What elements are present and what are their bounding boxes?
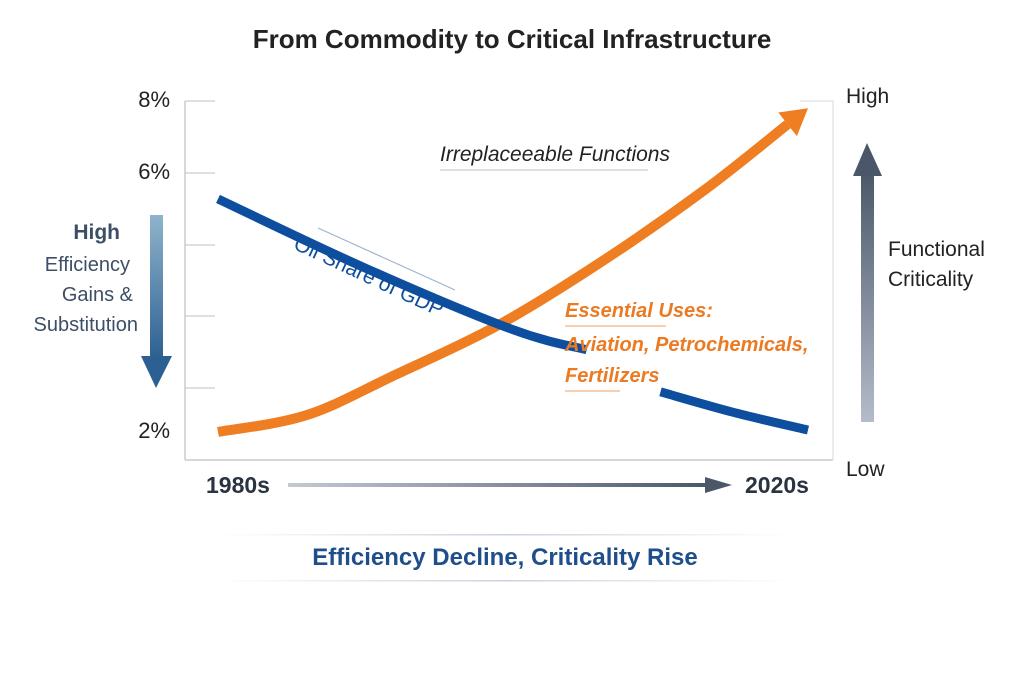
y-tick-label: 8% xyxy=(138,87,170,112)
oil-label-underline xyxy=(317,227,456,291)
right-axis-label-1: Functional xyxy=(888,238,985,261)
chart-subtitle: Efficiency Decline, Criticality Rise xyxy=(312,544,698,571)
down-arrow-icon xyxy=(141,215,172,388)
timeline-arrow-icon xyxy=(288,477,732,493)
left-axis-high: High xyxy=(73,221,120,244)
left-axis-label-2: Gains & xyxy=(61,284,133,306)
y-tick-label: 2% xyxy=(138,418,170,443)
left-axis-label-1: Efficiency xyxy=(44,254,130,276)
right-axis-label-2: Criticality xyxy=(888,268,974,291)
subtitle-rule-top xyxy=(215,534,795,536)
irreplaceable-label: Irreplaceeable Functions xyxy=(440,143,670,166)
essential-uses-title: Essential Uses: xyxy=(565,300,713,322)
up-arrow-icon xyxy=(853,143,882,422)
x-tick-label: 2020s xyxy=(745,472,809,498)
left-axis-label-3: Substitution xyxy=(33,314,138,336)
series-line-oil-share-of-gdp xyxy=(216,194,588,355)
right-axis-high: High xyxy=(846,85,890,108)
series-arrowhead-icon xyxy=(778,108,808,137)
gridlines xyxy=(185,100,215,389)
series-line-oil-share-of-gdp xyxy=(659,387,810,435)
x-tick-label: 1980s xyxy=(206,472,270,498)
essential-uses-line-1: Aviation, Petrochemicals, xyxy=(565,334,809,356)
essential-uses-line-2: Fertilizers xyxy=(565,365,660,387)
y-tick-label: 6% xyxy=(138,159,170,184)
series-line-irreplaceeable-functions xyxy=(217,120,791,437)
right-axis-low: Low xyxy=(846,458,885,481)
subtitle-rule-bottom xyxy=(215,580,795,582)
chart-title: From Commodity to Critical Infrastructur… xyxy=(252,24,772,54)
